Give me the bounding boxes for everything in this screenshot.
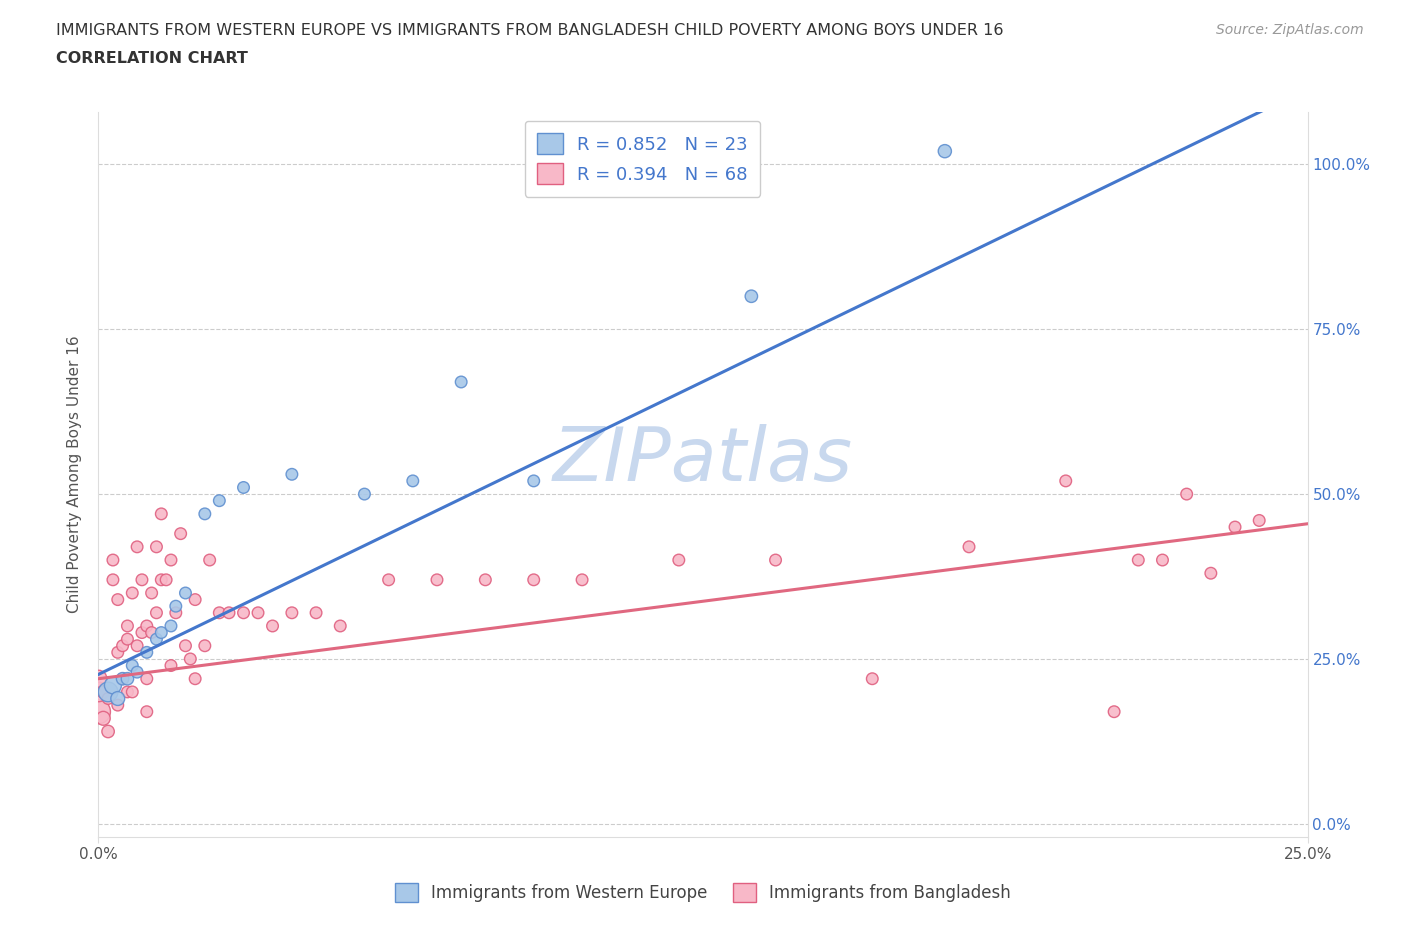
Point	[101, 572, 124, 587]
Point	[523, 572, 546, 587]
Legend: Immigrants from Western Europe, Immigrants from Bangladesh: Immigrants from Western Europe, Immigran…	[388, 876, 1018, 909]
Point	[135, 704, 157, 719]
Point	[145, 631, 167, 646]
Point	[194, 638, 217, 653]
Y-axis label: Child Poverty Among Boys Under 16: Child Poverty Among Boys Under 16	[67, 336, 83, 613]
Point	[450, 375, 472, 390]
Point	[111, 671, 134, 686]
Point	[141, 586, 163, 601]
Point	[208, 605, 231, 620]
Text: ZIPatlas: ZIPatlas	[553, 424, 853, 496]
Point	[174, 586, 197, 601]
Point	[101, 552, 124, 567]
Point	[87, 704, 110, 719]
Point	[1199, 565, 1222, 580]
Point	[145, 539, 167, 554]
Point	[232, 480, 254, 495]
Text: CORRELATION CHART: CORRELATION CHART	[56, 51, 247, 66]
Point	[1152, 552, 1174, 567]
Point	[402, 473, 425, 488]
Point	[117, 618, 139, 633]
Point	[91, 684, 114, 699]
Point	[121, 684, 143, 699]
Point	[860, 671, 883, 686]
Point	[107, 691, 129, 706]
Point	[247, 605, 270, 620]
Point	[174, 638, 197, 653]
Point	[127, 665, 149, 680]
Point	[329, 618, 352, 633]
Point	[353, 486, 375, 501]
Point	[232, 605, 254, 620]
Point	[135, 644, 157, 659]
Point	[184, 671, 207, 686]
Point	[121, 586, 143, 601]
Point	[107, 592, 129, 607]
Point	[740, 289, 762, 304]
Point	[87, 671, 110, 686]
Point	[1249, 513, 1271, 528]
Point	[765, 552, 787, 567]
Point	[1102, 704, 1125, 719]
Point	[474, 572, 496, 587]
Point	[111, 671, 134, 686]
Point	[160, 618, 183, 633]
Point	[165, 599, 187, 614]
Point	[131, 625, 153, 640]
Point	[121, 658, 143, 673]
Point	[101, 678, 124, 693]
Point	[131, 572, 153, 587]
Point	[218, 605, 240, 620]
Point	[957, 539, 980, 554]
Point	[426, 572, 449, 587]
Point	[194, 507, 217, 522]
Point	[91, 711, 114, 725]
Point	[184, 592, 207, 607]
Point	[160, 552, 183, 567]
Point	[668, 552, 690, 567]
Point	[179, 652, 201, 667]
Point	[145, 605, 167, 620]
Point	[127, 539, 149, 554]
Point	[1054, 473, 1077, 488]
Point	[117, 631, 139, 646]
Point	[281, 467, 304, 482]
Point	[1175, 486, 1198, 501]
Point	[107, 644, 129, 659]
Point	[97, 691, 120, 706]
Point	[111, 638, 134, 653]
Point	[117, 684, 139, 699]
Point	[127, 638, 149, 653]
Point	[208, 493, 231, 508]
Point	[165, 605, 187, 620]
Point	[281, 605, 304, 620]
Point	[135, 671, 157, 686]
Point	[150, 625, 173, 640]
Text: Source: ZipAtlas.com: Source: ZipAtlas.com	[1216, 23, 1364, 37]
Point	[523, 473, 546, 488]
Point	[117, 671, 139, 686]
Point	[135, 618, 157, 633]
Point	[305, 605, 328, 620]
Point	[150, 507, 173, 522]
Point	[571, 572, 593, 587]
Point	[1223, 520, 1246, 535]
Point	[97, 724, 120, 739]
Point	[107, 698, 129, 712]
Point	[87, 684, 110, 699]
Text: IMMIGRANTS FROM WESTERN EUROPE VS IMMIGRANTS FROM BANGLADESH CHILD POVERTY AMONG: IMMIGRANTS FROM WESTERN EUROPE VS IMMIGR…	[56, 23, 1004, 38]
Point	[377, 572, 399, 587]
Point	[141, 625, 163, 640]
Point	[150, 572, 173, 587]
Point	[97, 684, 120, 699]
Point	[934, 144, 956, 159]
Point	[160, 658, 183, 673]
Point	[1128, 552, 1150, 567]
Point	[198, 552, 221, 567]
Point	[262, 618, 284, 633]
Point	[169, 526, 191, 541]
Point	[155, 572, 177, 587]
